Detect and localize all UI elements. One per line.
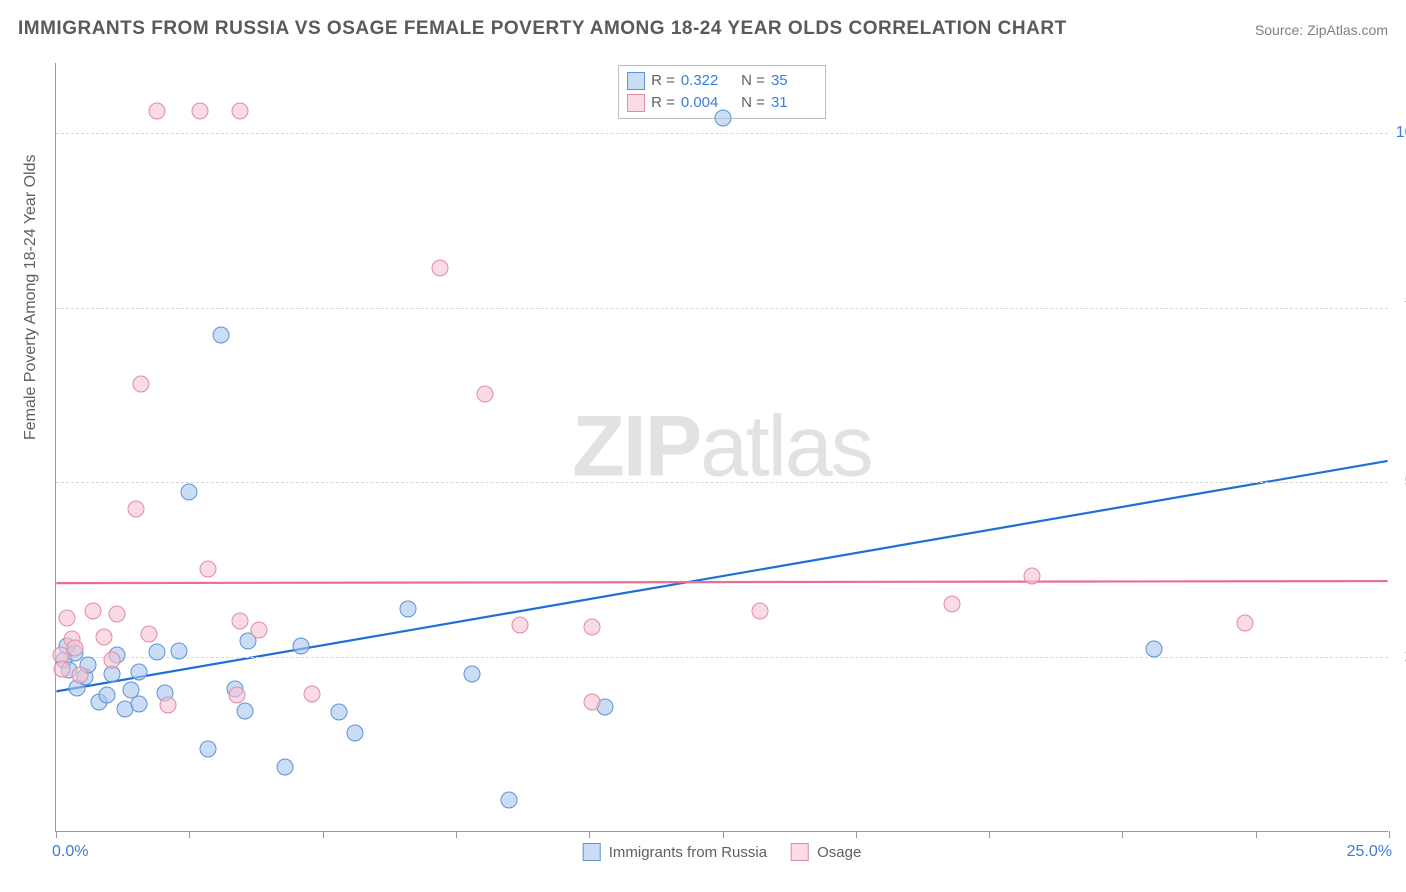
x-tick-label: 0.0% [52, 843, 88, 861]
y-tick-label: 25.0% [1392, 648, 1406, 666]
scatter-point [943, 595, 960, 612]
x-tick [1389, 831, 1390, 838]
legend-swatch [627, 72, 645, 90]
watermark-bold: ZIP [572, 399, 700, 495]
chart-title: IMMIGRANTS FROM RUSSIA VS OSAGE FEMALE P… [18, 18, 1067, 40]
legend-swatch [627, 94, 645, 112]
scatter-point [399, 600, 416, 617]
bottom-legend-label: Immigrants from Russia [609, 844, 767, 861]
scatter-point [66, 639, 83, 656]
y-tick-label: 50.0% [1392, 473, 1406, 491]
scatter-point [1146, 641, 1163, 658]
scatter-point [141, 625, 158, 642]
plot-area: ZIPatlas R =0.322 N =35R =0.004 N =31 Im… [55, 63, 1388, 832]
scatter-point [231, 613, 248, 630]
scatter-point [127, 501, 144, 518]
scatter-point [130, 695, 147, 712]
scatter-point [1237, 614, 1254, 631]
scatter-point [58, 609, 75, 626]
x-tick [456, 831, 457, 838]
scatter-point [229, 686, 246, 703]
scatter-point [231, 102, 248, 119]
scatter-point [250, 622, 267, 639]
scatter-point [149, 644, 166, 661]
trend-line [56, 581, 1387, 583]
x-tick [856, 831, 857, 838]
scatter-point [109, 606, 126, 623]
bottom-legend-item: Osage [791, 843, 861, 861]
x-tick [723, 831, 724, 838]
x-tick [1256, 831, 1257, 838]
watermark-rest: atlas [700, 399, 872, 495]
x-tick [989, 831, 990, 838]
stat-n-label: N = [733, 92, 765, 114]
stat-r-label: R = [651, 70, 675, 92]
stat-r-value: 0.322 [681, 70, 727, 92]
scatter-point [199, 560, 216, 577]
grid-line [56, 308, 1388, 309]
scatter-point [85, 602, 102, 619]
scatter-point [95, 629, 112, 646]
stat-n-value: 35 [771, 70, 817, 92]
source-label: Source: ZipAtlas.com [1255, 22, 1388, 38]
x-tick [189, 831, 190, 838]
scatter-point [583, 618, 600, 635]
scatter-point [714, 109, 731, 126]
y-axis-label: Female Poverty Among 18-24 Year Olds [22, 155, 40, 441]
scatter-point [199, 741, 216, 758]
scatter-point [583, 693, 600, 710]
bottom-legend: Immigrants from Russia Osage [583, 843, 862, 861]
grid-line [56, 657, 1388, 658]
scatter-point [181, 483, 198, 500]
scatter-point [463, 665, 480, 682]
scatter-point [303, 685, 320, 702]
scatter-point [751, 602, 768, 619]
scatter-point [293, 637, 310, 654]
scatter-point [330, 704, 347, 721]
scatter-point [133, 375, 150, 392]
legend-swatch [583, 843, 601, 861]
grid-line [56, 133, 1388, 134]
x-tick [1122, 831, 1123, 838]
x-tick [323, 831, 324, 838]
bottom-legend-label: Osage [817, 844, 861, 861]
stats-row: R = 0.322 N = 35 [627, 70, 817, 92]
scatter-point [477, 386, 494, 403]
scatter-point [98, 686, 115, 703]
stat-n-value: 31 [771, 92, 817, 114]
scatter-point [130, 663, 147, 680]
stat-n-label: N = [733, 70, 765, 92]
scatter-point [103, 651, 120, 668]
scatter-point [54, 660, 71, 677]
scatter-point [346, 725, 363, 742]
scatter-point [277, 758, 294, 775]
scatter-point [149, 102, 166, 119]
trend-lines [56, 63, 1388, 831]
x-tick [589, 831, 590, 838]
scatter-point [191, 102, 208, 119]
x-tick-label: 25.0% [1347, 843, 1392, 861]
y-tick-label: 75.0% [1392, 299, 1406, 317]
scatter-point [431, 260, 448, 277]
y-tick-label: 100.0% [1392, 124, 1406, 142]
scatter-point [1023, 567, 1040, 584]
scatter-point [501, 791, 518, 808]
grid-line [56, 482, 1388, 483]
scatter-point [237, 702, 254, 719]
scatter-point [170, 642, 187, 659]
legend-swatch [791, 843, 809, 861]
scatter-point [159, 697, 176, 714]
bottom-legend-item: Immigrants from Russia [583, 843, 767, 861]
scatter-point [511, 616, 528, 633]
stat-r-label: R = [651, 92, 675, 114]
scatter-point [213, 326, 230, 343]
x-tick [56, 831, 57, 838]
scatter-point [71, 667, 88, 684]
